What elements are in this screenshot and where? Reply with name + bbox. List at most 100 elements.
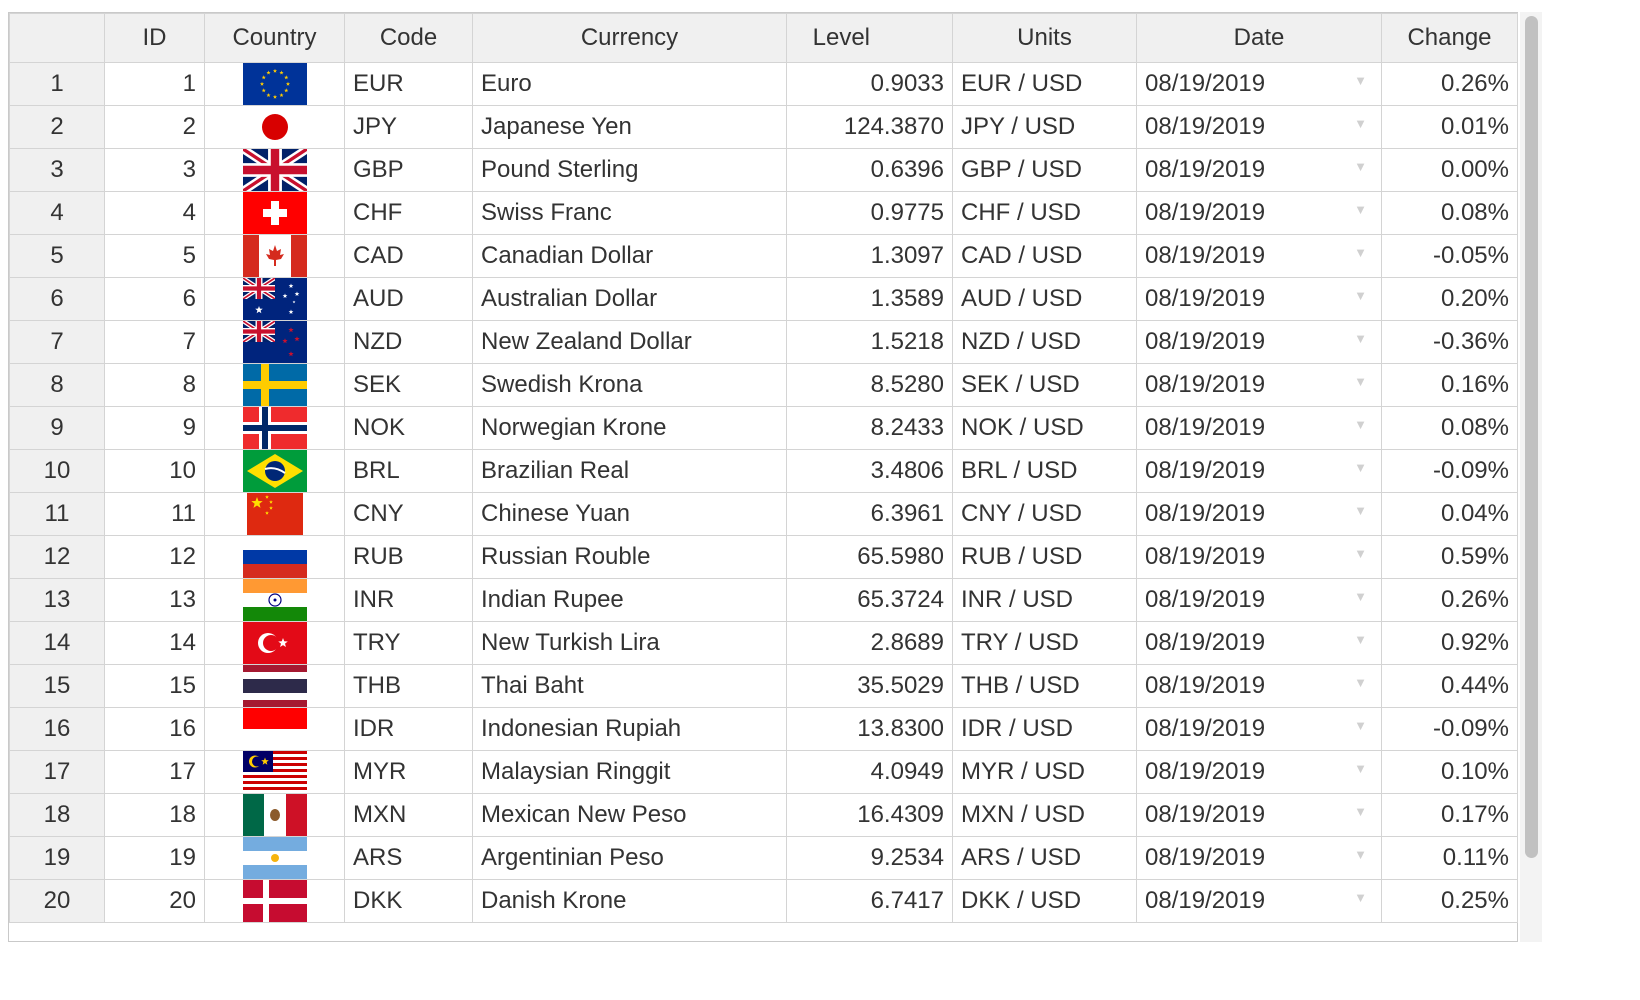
cell-units[interactable]: MYR / USD: [952, 750, 1137, 794]
dropdown-arrow-icon[interactable]: ▼: [1354, 159, 1367, 174]
cell-id[interactable]: 18: [104, 793, 205, 837]
cell-units[interactable]: AUD / USD: [952, 277, 1137, 321]
cell-units[interactable]: MXN / USD: [952, 793, 1137, 837]
table-row[interactable]: 10 10 BRL Brazilian Real 3.4806 BRL / USD 08/1…: [9, 449, 1518, 493]
cell-id[interactable]: 17: [104, 750, 205, 794]
cell-change[interactable]: 0.08%: [1381, 191, 1518, 235]
row-header[interactable]: 18: [9, 793, 105, 837]
cell-change[interactable]: 0.11%: [1381, 836, 1518, 880]
cell-level[interactable]: 6.7417: [786, 879, 953, 923]
cell-date[interactable]: 08/19/2019 ▼: [1136, 621, 1382, 665]
table-row[interactable]: 9 9 NOK Norwegian Krone 8.2433 NOK / USD 08/19…: [9, 406, 1518, 450]
cell-units[interactable]: BRL / USD: [952, 449, 1137, 493]
cell-currency[interactable]: Norwegian Krone: [472, 406, 787, 450]
cell-currency[interactable]: Indonesian Rupiah: [472, 707, 787, 751]
dropdown-arrow-icon[interactable]: ▼: [1354, 288, 1367, 303]
cell-currency[interactable]: Malaysian Ringgit: [472, 750, 787, 794]
table-row[interactable]: 17 17 MYR Malaysian Ringgit 4.0949 MYR / USD 0…: [9, 750, 1518, 794]
cell-date[interactable]: 08/19/2019 ▼: [1136, 148, 1382, 192]
cell-currency[interactable]: Mexican New Peso: [472, 793, 787, 837]
cell-change[interactable]: 0.16%: [1381, 363, 1518, 407]
cell-change[interactable]: 0.26%: [1381, 578, 1518, 622]
corner-header[interactable]: [9, 13, 105, 63]
cell-code[interactable]: JPY: [344, 105, 473, 149]
cell-code[interactable]: NOK: [344, 406, 473, 450]
row-header[interactable]: 7: [9, 320, 105, 364]
dropdown-arrow-icon[interactable]: ▼: [1354, 460, 1367, 475]
cell-country[interactable]: [204, 191, 345, 235]
row-header[interactable]: 12: [9, 535, 105, 579]
cell-id[interactable]: 9: [104, 406, 205, 450]
cell-level[interactable]: 124.3870: [786, 105, 953, 149]
cell-code[interactable]: BRL: [344, 449, 473, 493]
cell-change[interactable]: 0.26%: [1381, 62, 1518, 106]
cell-code[interactable]: AUD: [344, 277, 473, 321]
cell-code[interactable]: DKK: [344, 879, 473, 923]
cell-code[interactable]: IDR: [344, 707, 473, 751]
cell-id[interactable]: 11: [104, 492, 205, 536]
cell-currency[interactable]: Thai Baht: [472, 664, 787, 708]
cell-id[interactable]: 5: [104, 234, 205, 278]
cell-id[interactable]: 20: [104, 879, 205, 923]
cell-level[interactable]: 0.9775: [786, 191, 953, 235]
column-header-level[interactable]: Level: [786, 13, 953, 63]
cell-id[interactable]: 3: [104, 148, 205, 192]
cell-date[interactable]: 08/19/2019 ▼: [1136, 578, 1382, 622]
cell-date[interactable]: 08/19/2019 ▼: [1136, 191, 1382, 235]
column-header-units[interactable]: Units: [952, 13, 1137, 63]
cell-level[interactable]: 4.0949: [786, 750, 953, 794]
dropdown-arrow-icon[interactable]: ▼: [1354, 73, 1367, 88]
cell-units[interactable]: INR / USD: [952, 578, 1137, 622]
table-row[interactable]: 18 18 MXN Mexican New Peso 16.4309 MXN / USD 0…: [9, 793, 1518, 837]
table-row[interactable]: 8 8 SEK Swedish Krona 8.5280 SEK / USD 08/19/2…: [9, 363, 1518, 407]
cell-country[interactable]: [204, 320, 345, 364]
dropdown-arrow-icon[interactable]: ▼: [1354, 890, 1367, 905]
cell-units[interactable]: NOK / USD: [952, 406, 1137, 450]
cell-date[interactable]: 08/19/2019 ▼: [1136, 320, 1382, 364]
cell-level[interactable]: 1.3589: [786, 277, 953, 321]
cell-country[interactable]: [204, 793, 345, 837]
cell-date[interactable]: 08/19/2019 ▼: [1136, 879, 1382, 923]
cell-units[interactable]: IDR / USD: [952, 707, 1137, 751]
row-header[interactable]: 15: [9, 664, 105, 708]
cell-id[interactable]: 12: [104, 535, 205, 579]
table-row[interactable]: 5 5 CAD Canadian Dollar 1.3097 CAD / USD 08/19…: [9, 234, 1518, 278]
cell-change[interactable]: -0.36%: [1381, 320, 1518, 364]
cell-change[interactable]: 0.92%: [1381, 621, 1518, 665]
column-header-change[interactable]: Change: [1381, 13, 1518, 63]
table-row[interactable]: 13 13 INR Indian Rupee 65.3724 INR / USD 08/19…: [9, 578, 1518, 622]
row-header[interactable]: 5: [9, 234, 105, 278]
cell-currency[interactable]: Swedish Krona: [472, 363, 787, 407]
cell-date[interactable]: 08/19/2019 ▼: [1136, 277, 1382, 321]
cell-code[interactable]: ARS: [344, 836, 473, 880]
cell-currency[interactable]: Swiss Franc: [472, 191, 787, 235]
cell-country[interactable]: [204, 492, 345, 536]
row-header[interactable]: 20: [9, 879, 105, 923]
cell-country[interactable]: [204, 406, 345, 450]
cell-level[interactable]: 0.6396: [786, 148, 953, 192]
cell-units[interactable]: JPY / USD: [952, 105, 1137, 149]
cell-date[interactable]: 08/19/2019 ▼: [1136, 664, 1382, 708]
cell-level[interactable]: 65.5980: [786, 535, 953, 579]
cell-date[interactable]: 08/19/2019 ▼: [1136, 406, 1382, 450]
cell-code[interactable]: CAD: [344, 234, 473, 278]
row-header[interactable]: 11: [9, 492, 105, 536]
cell-change[interactable]: -0.05%: [1381, 234, 1518, 278]
cell-level[interactable]: 1.3097: [786, 234, 953, 278]
table-row[interactable]: 1 1 EUR Euro 0.9033 EUR / USD 08/19/2019 ▼ 0.26%: [9, 62, 1518, 106]
cell-currency[interactable]: Japanese Yen: [472, 105, 787, 149]
cell-level[interactable]: 0.9033: [786, 62, 953, 106]
cell-currency[interactable]: New Zealand Dollar: [472, 320, 787, 364]
cell-date[interactable]: 08/19/2019 ▼: [1136, 234, 1382, 278]
cell-code[interactable]: GBP: [344, 148, 473, 192]
cell-change[interactable]: -0.09%: [1381, 707, 1518, 751]
dropdown-arrow-icon[interactable]: ▼: [1354, 718, 1367, 733]
table-row[interactable]: 7 7 NZD New Zealand Dollar 1.5218 NZD / USD 08…: [9, 320, 1518, 364]
cell-country[interactable]: [204, 578, 345, 622]
row-header[interactable]: 8: [9, 363, 105, 407]
column-header-date[interactable]: Date: [1136, 13, 1382, 63]
cell-currency[interactable]: Argentinian Peso: [472, 836, 787, 880]
cell-change[interactable]: 0.04%: [1381, 492, 1518, 536]
cell-id[interactable]: 14: [104, 621, 205, 665]
cell-units[interactable]: EUR / USD: [952, 62, 1137, 106]
